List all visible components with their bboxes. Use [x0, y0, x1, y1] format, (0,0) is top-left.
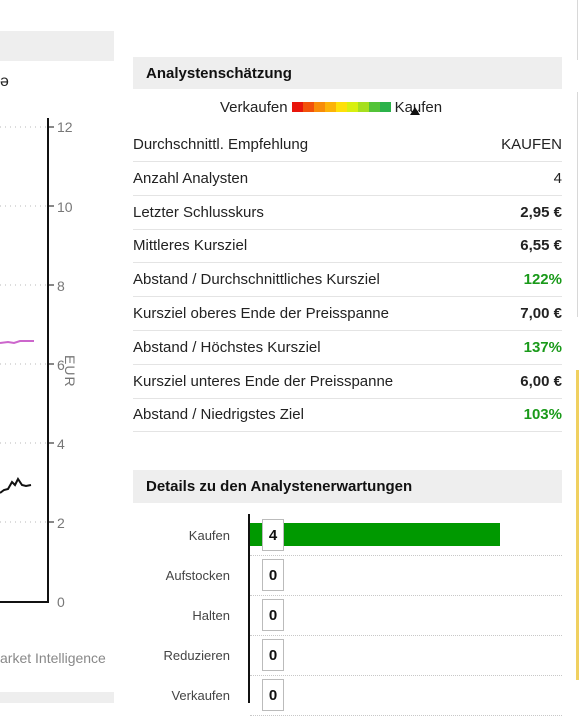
scale-segment [335, 102, 347, 112]
estimate-row-label: Abstand / Niedrigstes Ziel [133, 406, 304, 424]
estimate-row-value: KAUFEN [501, 136, 562, 153]
scale-segment [313, 102, 325, 112]
scale-segment [379, 102, 391, 112]
estimate-row: Kursziel oberes Ende der Preisspanne 7,00… [133, 297, 562, 331]
right-accent-strip [576, 370, 579, 680]
estimate-row-label: Mittleres Kursziel [133, 237, 248, 255]
distribution-count: 0 [262, 599, 284, 631]
scale-segment [346, 102, 358, 112]
source-credit: arket Intelligence [0, 650, 106, 666]
estimate-title: Analystenschätzung [146, 65, 292, 82]
chart-panel-header [0, 31, 114, 61]
column-divider [577, 0, 578, 60]
scale-marker-icon [410, 107, 420, 115]
y-tick-label: 12 [57, 119, 73, 135]
estimate-row-value: 2,95 € [520, 203, 562, 221]
estimate-row-value: 7,00 € [520, 305, 562, 322]
scale-label-sell: Verkaufen [220, 98, 288, 116]
distribution-axis [248, 514, 250, 703]
y-tick-label: 2 [57, 515, 65, 531]
estimate-row-label: Kursziel oberes Ende der Preisspanne [133, 305, 389, 322]
estimate-row: Abstand / Niedrigstes Ziel 103% [133, 398, 562, 433]
y-tick-label: 8 [57, 278, 65, 294]
estimate-row-label: Anzahl Analysten [133, 169, 249, 187]
scale-segment [368, 102, 380, 112]
scale-segment [357, 102, 369, 112]
next-panel-header [0, 692, 114, 703]
scale-segment [324, 102, 336, 112]
estimate-row-label: Letzter Schlusskurs [133, 203, 264, 221]
column-divider [577, 92, 578, 317]
distribution-count: 4 [262, 519, 284, 551]
distribution-label: Kaufen [188, 528, 230, 543]
scale-color-bar [291, 102, 391, 112]
distribution-label: Aufstocken [165, 568, 230, 583]
estimate-row: Durchschnittl. Empfehlung KAUFEN [133, 128, 562, 162]
distribution-bar [250, 523, 500, 546]
distribution-gridline [250, 635, 562, 636]
estimate-row: Mittleres Kursziel 6,55 € [133, 229, 562, 264]
estimate-row: Abstand / Höchstes Kursziel 137% [133, 331, 562, 365]
distribution-gridline [250, 595, 562, 596]
distribution-count: 0 [262, 679, 284, 711]
estimate-row: Abstand / Durchschnittliches Kursziel 122… [133, 263, 562, 298]
y-tick-label: 4 [57, 436, 65, 452]
estimate-row-label: Abstand / Höchstes Kursziel [133, 338, 321, 356]
details-title: Details zu den Analystenerwartungen [146, 478, 413, 495]
estimate-row-value: 137% [523, 338, 562, 356]
estimate-row-value: 6,55 € [520, 237, 562, 255]
scale-segment [302, 102, 314, 112]
price-chart: ə [0, 73, 54, 603]
estimate-header: Analystenschätzung [133, 57, 562, 89]
distribution-label: Verkaufen [171, 688, 230, 703]
scale-segment [291, 102, 303, 112]
estimate-row-label: Kursziel unteres Ende der Preisspanne [133, 372, 394, 390]
distribution-count: 0 [262, 639, 284, 671]
estimate-row: Kursziel unteres Ende der Preisspanne 6,0… [133, 365, 562, 399]
estimate-row: Anzahl Analysten 4 [133, 162, 562, 196]
recommendation-scale: Verkaufen Kaufen [220, 96, 442, 118]
y-tick-label: 0 [57, 594, 65, 610]
estimate-row-value: 4 [553, 169, 562, 187]
legend-fragment: ə [0, 73, 9, 90]
estimate-row-label: Abstand / Durchschnittliches Kursziel [133, 271, 380, 289]
estimate-row-label: Durchschnittl. Empfehlung [133, 136, 309, 153]
distribution-gridline [250, 555, 562, 556]
y-tick-label: 6 [57, 357, 65, 373]
estimate-row: Letzter Schlusskurs 2,95 € [133, 196, 562, 230]
estimate-row-value: 103% [523, 406, 562, 424]
y-axis-unit: EUR [62, 355, 78, 388]
distribution-label: Reduzieren [163, 648, 231, 663]
distribution-label: Halten [192, 608, 230, 623]
y-tick-label: 10 [57, 199, 73, 215]
target-price-line [0, 340, 34, 345]
price-line [0, 477, 32, 494]
distribution-gridline [250, 675, 562, 676]
details-header: Details zu den Analystenerwartungen [133, 470, 562, 503]
estimate-row-value: 122% [523, 271, 562, 289]
distribution-count: 0 [262, 559, 284, 591]
estimate-row-value: 6,00 € [520, 372, 562, 390]
